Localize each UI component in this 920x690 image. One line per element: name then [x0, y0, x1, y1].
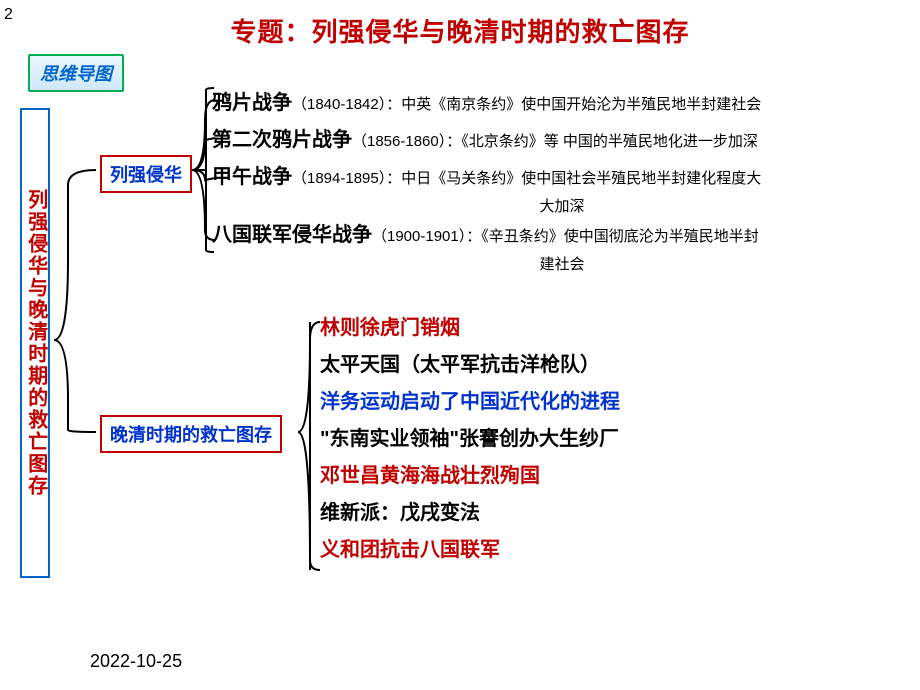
war-item: 鸦片战争（1840-1842）：中英《南京条约》使中国开始沦为半殖民地半封建社会: [212, 90, 912, 117]
war-item: 八国联军侵华战争（1900-1901）：《辛丑条约》使中国彻底沦为半殖民地半封: [212, 222, 912, 249]
war-desc: ：中英《南京条约》使中国开始沦为半殖民地半封建社会: [386, 96, 761, 113]
war-item: 甲午战争（1894-1895）：中日《马关条约》使中国社会半殖民地半封建化程度大: [212, 164, 912, 191]
rescue-item: 洋务运动启动了中国近代化的进程: [320, 384, 910, 421]
rescue-list: 林则徐虎门销烟 太平天国（太平军抗击洋枪队） 洋务运动启动了中国近代化的进程 "…: [320, 310, 910, 569]
branch-invasion: 列强侵华: [100, 155, 192, 193]
war-year: （1856-1860）: [352, 133, 446, 150]
rescue-item: "东南实业领袖"张謇创办大生纱厂: [320, 421, 910, 458]
root-node: 列强侵华与晚清时期的救亡图存: [20, 108, 50, 578]
rescue-item: 邓世昌黄海海战壮烈殉国: [320, 458, 910, 495]
date-label: 2022-10-25: [90, 651, 182, 672]
war-item: 第二次鸦片战争（1856-1860）：《北京条约》等 中国的半殖民地化进一步加深: [212, 127, 912, 154]
war-desc: ：《北京条约》等 中国的半殖民地化进一步加深: [446, 133, 758, 150]
wars-list: 鸦片战争（1840-1842）：中英《南京条约》使中国开始沦为半殖民地半封建社会…: [212, 90, 912, 280]
branch-rescue: 晚清时期的救亡图存: [100, 415, 282, 453]
war-year: （1840-1842）: [292, 96, 386, 113]
war-desc-cont: 大加深: [212, 195, 912, 216]
war-desc: ：中日《马关条约》使中国社会半殖民地半封建化程度大: [386, 170, 761, 187]
war-name: 第二次鸦片战争: [212, 129, 352, 151]
rescue-item: 维新派：戊戌变法: [320, 495, 910, 532]
war-year: （1900-1901）: [372, 228, 466, 245]
war-name: 八国联军侵华战争: [212, 224, 372, 246]
war-name: 鸦片战争: [212, 92, 292, 114]
rescue-item: 林则徐虎门销烟: [320, 310, 910, 347]
rescue-item: 太平天国（太平军抗击洋枪队）: [320, 347, 910, 384]
war-desc: ：《辛丑条约》使中国彻底沦为半殖民地半封: [466, 228, 759, 245]
slide-title: 专题：列强侵华与晚清时期的救亡图存: [0, 12, 920, 49]
war-name: 甲午战争: [212, 166, 292, 188]
war-year: （1894-1895）: [292, 170, 386, 187]
rescue-item: 义和团抗击八国联军: [320, 532, 910, 569]
mindmap-badge: 思维导图: [28, 54, 124, 92]
war-desc-cont: 建社会: [212, 253, 912, 274]
